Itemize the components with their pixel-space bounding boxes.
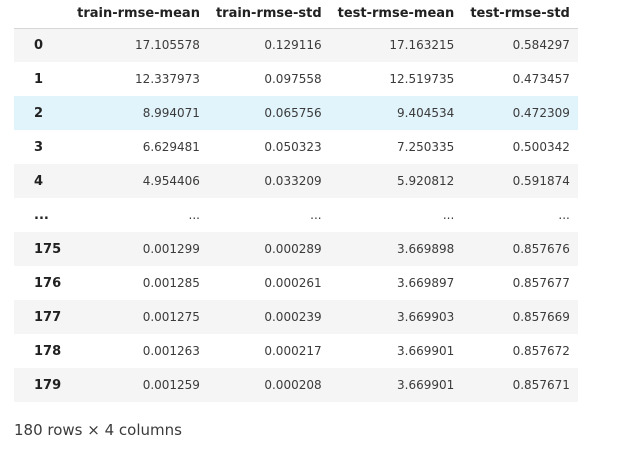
row-index: 176 <box>34 275 62 291</box>
table-cell: ... <box>442 208 455 222</box>
table-cell: 7.250335 <box>397 140 455 154</box>
table-cell: 0.000239 <box>264 310 322 324</box>
row-index: 0 <box>34 37 44 53</box>
row-index: 1 <box>34 71 44 87</box>
table-cell: ... <box>188 208 200 222</box>
table-cell: 0.001285 <box>142 276 200 290</box>
row-index: ... <box>34 207 49 223</box>
index-header <box>14 0 70 29</box>
row-index: 4 <box>34 173 44 189</box>
table-cell: 0.000261 <box>264 276 322 290</box>
table-cell: 17.105578 <box>135 38 200 53</box>
table-cell: 0.129116 <box>264 38 322 53</box>
row-index: 178 <box>34 343 62 359</box>
table-cell: ... <box>310 208 322 222</box>
table-cell: 3.669901 <box>397 344 455 358</box>
table-cell: 0.065756 <box>264 106 322 120</box>
table-row: 0 17.105578 0.129116 17.163215 0.584297 <box>14 28 578 62</box>
header-row: train-rmse-mean train-rmse-std test-rmse… <box>14 0 578 29</box>
table-cell: 0.050323 <box>264 140 322 154</box>
dataframe-table: train-rmse-mean train-rmse-std test-rmse… <box>14 0 578 402</box>
table-cell: 6.629481 <box>142 140 200 154</box>
table-cell: 0.584297 <box>512 38 570 53</box>
row-index: 179 <box>34 377 62 393</box>
table-cell: 4.954406 <box>142 174 200 188</box>
table-cell: 0.000217 <box>264 344 322 358</box>
table-row: ............... <box>14 198 578 232</box>
table-row: 3 6.629481 0.050323 7.250335 0.500342 <box>14 130 578 164</box>
table-cell: 0.000208 <box>264 378 322 392</box>
table-cell: 0.033209 <box>264 174 322 188</box>
table-cell: 9.404534 <box>397 106 455 120</box>
row-index: 3 <box>34 139 44 155</box>
column-header-test-rmse-mean: test-rmse-mean <box>329 0 463 29</box>
table-cell: 0.000289 <box>264 242 322 256</box>
table-cell: 0.001259 <box>142 378 200 392</box>
table-cell: 0.473457 <box>512 72 570 86</box>
table-cell: 0.500342 <box>512 140 570 154</box>
table-cell: 0.472309 <box>512 106 570 120</box>
table-cell: 3.669903 <box>397 310 455 324</box>
table-cell: 0.591874 <box>512 174 570 188</box>
shape-summary: 180 rows × 4 columns <box>14 421 182 439</box>
table-cell: ... <box>558 208 570 222</box>
column-header-train-rmse-mean: train-rmse-mean <box>69 0 208 29</box>
column-header-train-rmse-std: train-rmse-std <box>207 0 330 29</box>
table-cell: 12.337973 <box>135 72 200 86</box>
table-row: 1 12.337973 0.097558 12.519735 0.473457 <box>14 62 578 96</box>
table-cell: 0.857672 <box>512 344 570 358</box>
table-cell: 12.519735 <box>389 72 455 86</box>
table-row: 177 0.001275 0.000239 3.669903 0.857669 <box>14 300 578 334</box>
table-cell: 0.857676 <box>512 242 570 256</box>
table-row: 175 0.001299 0.000289 3.669898 0.857676 <box>14 232 578 266</box>
table-row: 178 0.001263 0.000217 3.669901 0.857672 <box>14 334 578 368</box>
table-cell: 3.669898 <box>397 242 455 256</box>
table-cell: 0.857669 <box>512 310 570 324</box>
row-index: 2 <box>34 105 44 121</box>
row-index: 177 <box>34 309 62 325</box>
table-cell: 0.857677 <box>512 276 570 290</box>
table-row: 179 0.001259 0.000208 3.669901 0.857671 <box>14 368 578 402</box>
dataframe-output: train-rmse-mean train-rmse-std test-rmse… <box>14 0 578 439</box>
table-cell: 0.001275 <box>142 310 200 324</box>
table-cell: 0.001263 <box>142 344 200 358</box>
table-cell: 17.163215 <box>389 38 455 53</box>
table-cell: 3.669901 <box>397 378 455 392</box>
table-cell: 3.669897 <box>397 276 455 290</box>
column-header-test-rmse-std: test-rmse-std <box>462 0 578 29</box>
table-cell: 5.920812 <box>397 174 455 188</box>
table-header: train-rmse-mean train-rmse-std test-rmse… <box>14 0 578 29</box>
table-cell: 0.857671 <box>512 378 570 392</box>
table-row: 2 8.994071 0.065756 9.404534 0.472309 <box>14 96 578 130</box>
table-cell: 0.001299 <box>142 242 200 256</box>
table-body: 0 17.105578 0.129116 17.163215 0.584297 1 12.3… <box>14 28 578 402</box>
table-row: 4 4.954406 0.033209 5.920812 0.591874 <box>14 164 578 198</box>
table-cell: 8.994071 <box>142 106 200 120</box>
table-cell: 0.097558 <box>264 72 322 86</box>
table-row: 176 0.001285 0.000261 3.669897 0.857677 <box>14 266 578 300</box>
row-index: 175 <box>34 241 62 257</box>
